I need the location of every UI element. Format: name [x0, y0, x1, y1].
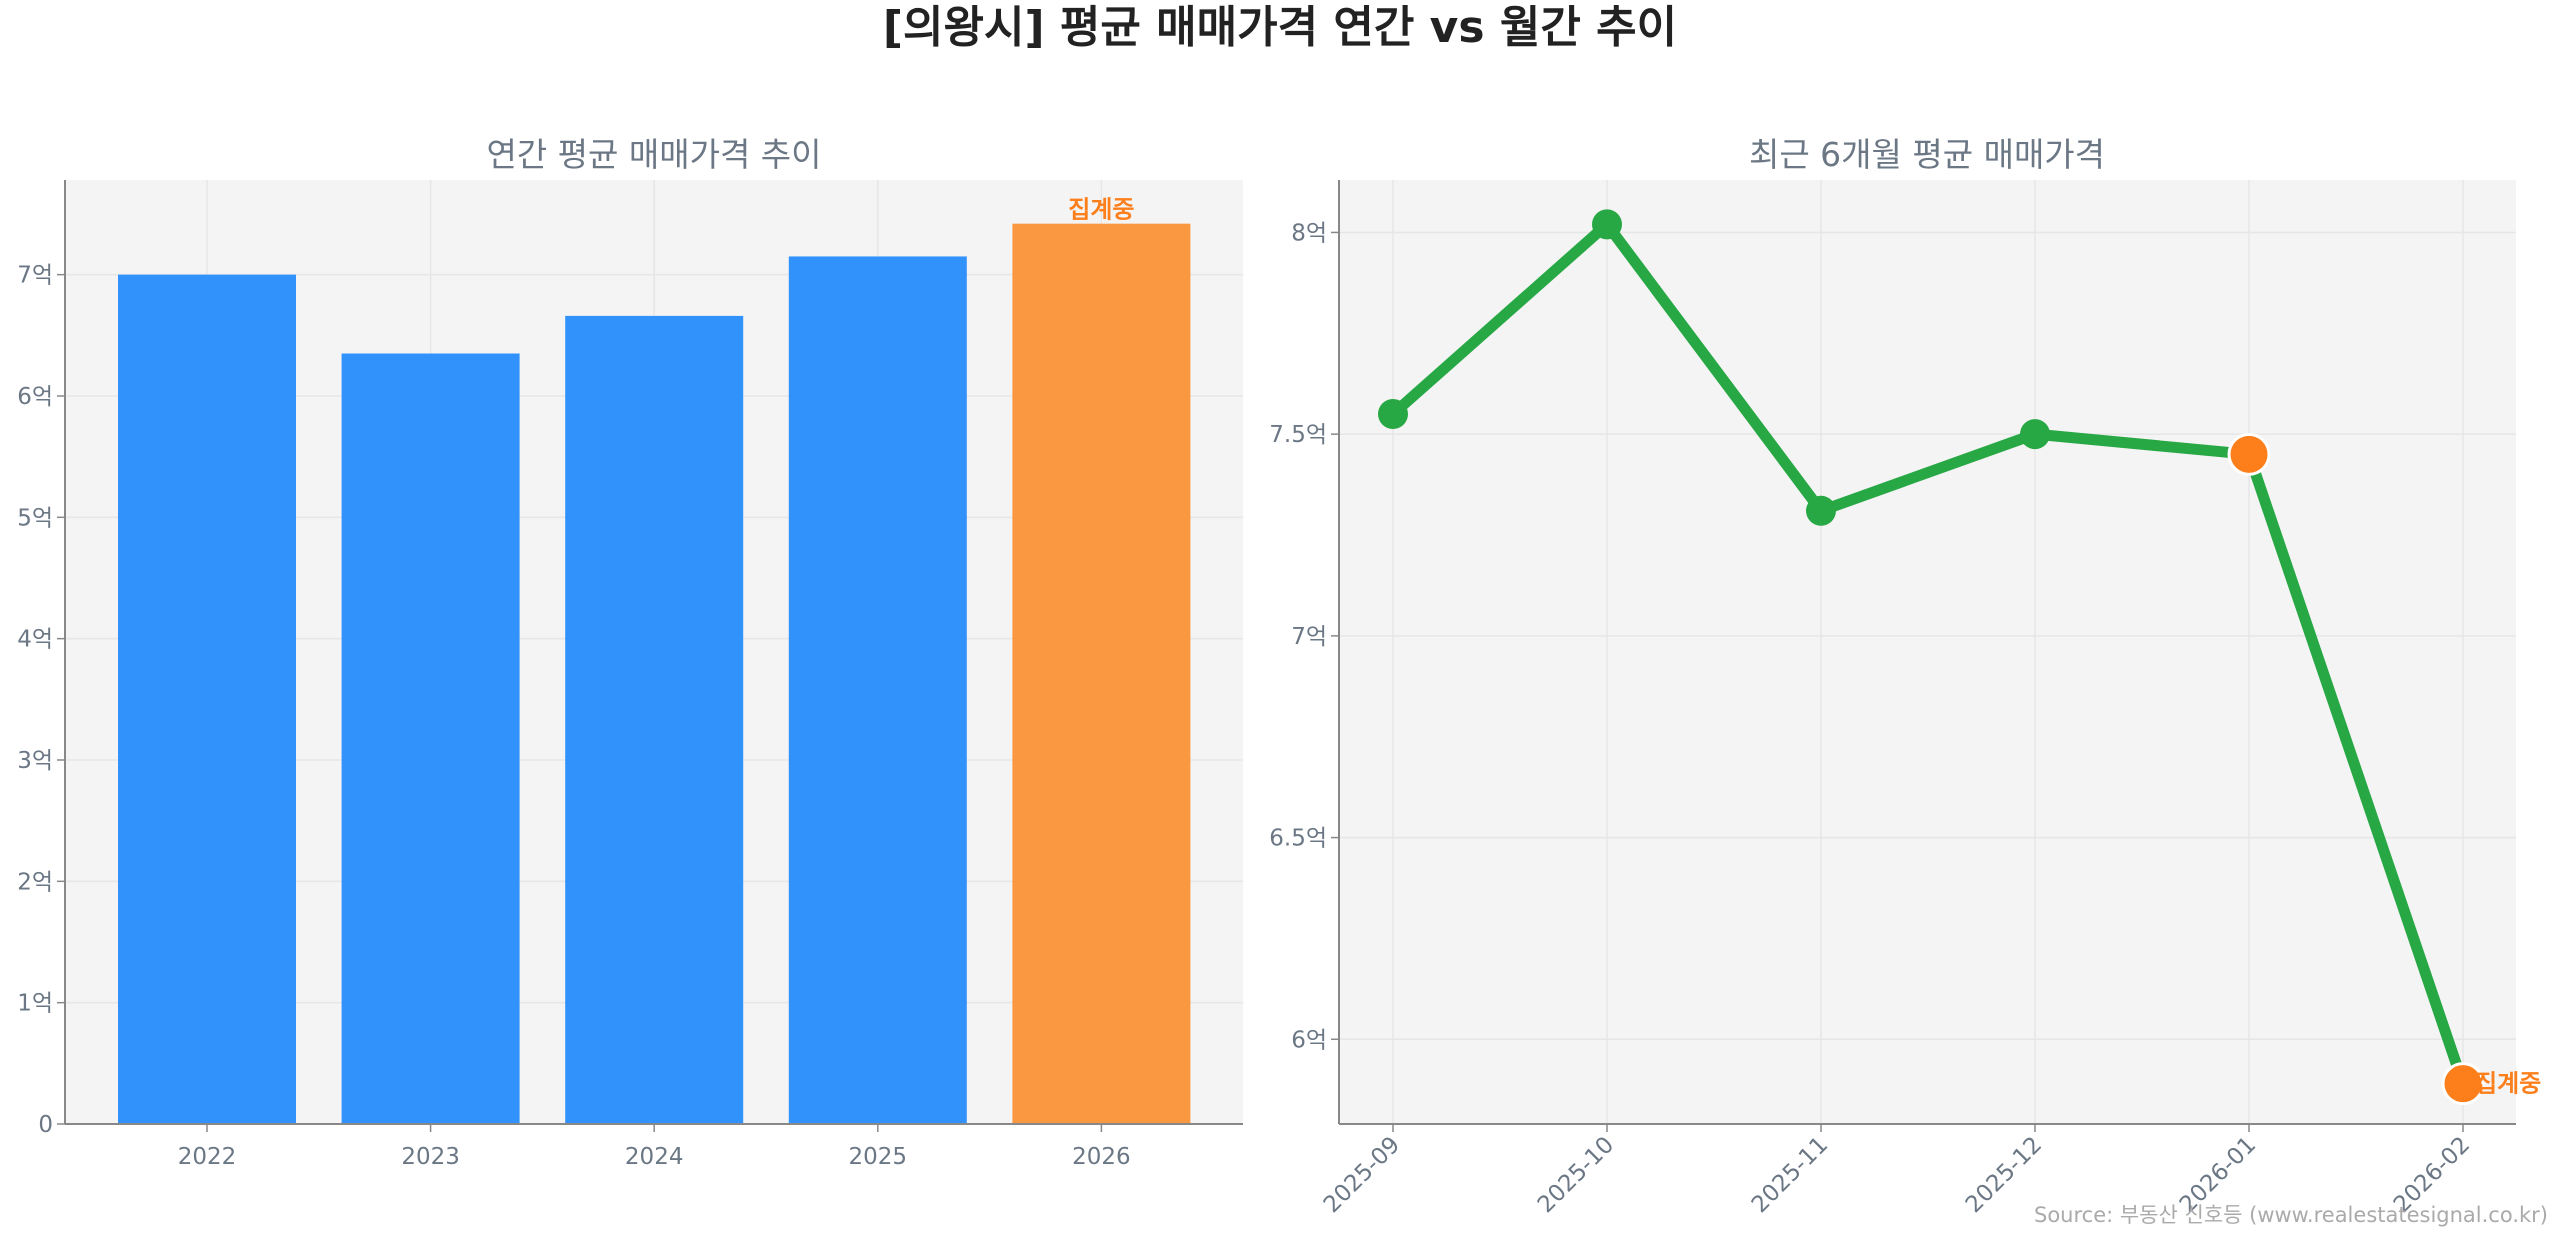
annual-chart-title: 연간 평균 매매가격 추이 [486, 135, 821, 174]
partial-annotation: 집계중 [1068, 196, 1134, 224]
y-tick-label: 2억 [17, 869, 53, 895]
x-tick-label: 2023 [401, 1144, 460, 1170]
y-tick-label: 1억 [17, 991, 53, 1017]
point-2025-12 [2020, 419, 2050, 450]
bar-2026 [1012, 223, 1191, 1125]
y-tick-label: 7억 [17, 263, 53, 289]
figure-title: [의왕시] 평균 매매가격 연간 vs 월간 추이 [883, 2, 1677, 53]
x-tick-label: 2024 [625, 1144, 684, 1170]
source-note: Source: 부동산 신호등 (www.realestatesignal.co… [2034, 1203, 2548, 1227]
y-tick-label: 3억 [17, 748, 53, 774]
bar-2024 [565, 315, 744, 1124]
partial-annotation: 집계중 [2475, 1070, 2541, 1098]
x-tick-label: 2025-11 [1747, 1132, 1833, 1218]
y-tick-label: 6억 [17, 384, 53, 410]
y-tick-label: 4억 [17, 627, 53, 653]
point-2025-10 [1592, 209, 1622, 240]
annual-bar-chart: 연간 평균 매매가격 추이 0 1억 2억 3억 4억 5억 6억 7억 2022 2023 202… [17, 135, 1243, 1170]
y-tick-label: 6억 [1291, 1027, 1327, 1053]
monthly-chart-title: 최근 6개월 평균 매매가격 [1749, 135, 2105, 174]
y-tick-label: 8억 [1291, 220, 1327, 246]
y-tick-label: 0 [38, 1112, 53, 1138]
x-tick-label: 2025 [849, 1144, 908, 1170]
plot-area [1339, 180, 2516, 1124]
y-tick-label: 7.5억 [1269, 422, 1327, 448]
x-tick-label: 2025-10 [1533, 1132, 1619, 1218]
y-tick-label: 7억 [1291, 624, 1327, 650]
point-2025-09 [1378, 398, 1408, 429]
x-tick-label: 2025-09 [1319, 1132, 1405, 1218]
monthly-line-chart: 최근 6개월 평균 매매가격 2025-09 2025-10 2025-11 2025… [1269, 135, 2541, 1218]
partial-point-2026-01 [2227, 432, 2271, 476]
point-2025-11 [1806, 495, 1836, 526]
bar-2023 [341, 353, 520, 1124]
y-tick-label: 5억 [17, 505, 53, 531]
bar-2022 [118, 274, 296, 1124]
price-line [1389, 218, 2469, 1086]
x-tick-label: 2022 [178, 1144, 237, 1170]
x-tick-label: 2026 [1072, 1144, 1131, 1170]
partial-point-2026-02 [2441, 1062, 2485, 1106]
bar-2025 [788, 256, 967, 1125]
y-tick-label: 6.5억 [1269, 826, 1327, 852]
